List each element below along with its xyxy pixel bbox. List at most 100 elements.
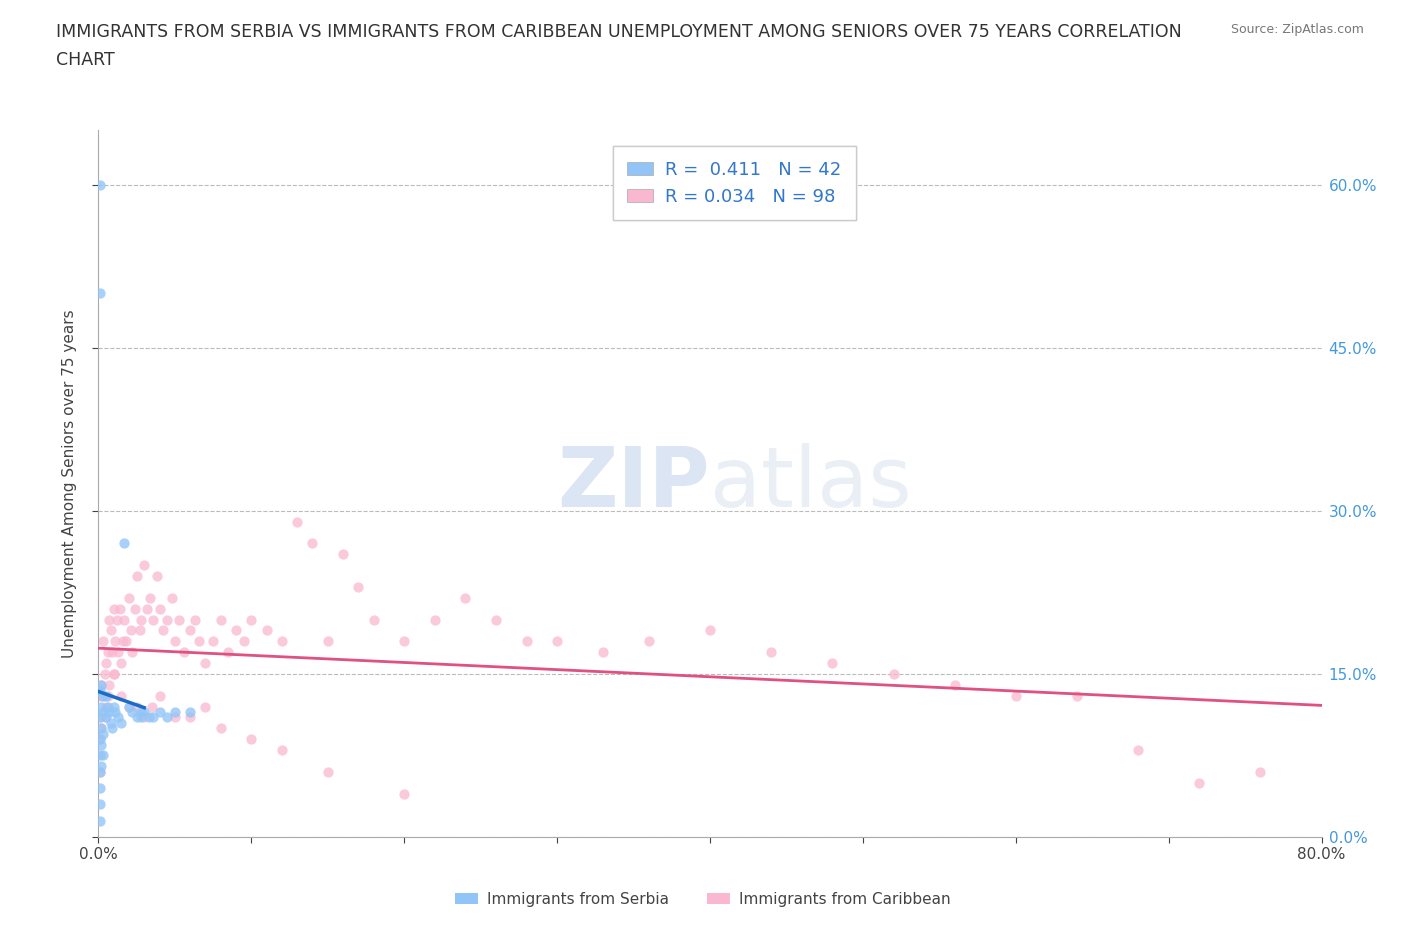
Point bbox=[100, 715, 122, 730]
Point bbox=[160, 591, 183, 605]
Text: ZIP: ZIP bbox=[558, 443, 710, 525]
Point bbox=[943, 677, 966, 692]
Point bbox=[134, 710, 156, 724]
Point bbox=[332, 547, 354, 562]
Point bbox=[179, 623, 201, 638]
Point bbox=[156, 710, 179, 724]
Point bbox=[107, 644, 129, 659]
Point bbox=[454, 591, 477, 605]
Point bbox=[270, 634, 292, 649]
Point bbox=[112, 536, 135, 551]
Point bbox=[1128, 742, 1150, 757]
Point bbox=[101, 721, 124, 736]
Point bbox=[89, 710, 111, 724]
Point bbox=[883, 667, 905, 682]
Point bbox=[94, 699, 117, 714]
Point bbox=[93, 667, 115, 682]
Point bbox=[256, 623, 278, 638]
Point bbox=[240, 612, 263, 627]
Point bbox=[89, 813, 111, 828]
Point bbox=[821, 656, 844, 671]
Point bbox=[209, 721, 232, 736]
Point bbox=[100, 623, 122, 638]
Point bbox=[120, 623, 142, 638]
Point bbox=[110, 688, 132, 703]
Point bbox=[89, 748, 111, 763]
Point bbox=[121, 705, 143, 720]
Point bbox=[188, 634, 211, 649]
Point bbox=[301, 536, 323, 551]
Point bbox=[316, 634, 339, 649]
Point bbox=[316, 764, 339, 779]
Point bbox=[1066, 688, 1088, 703]
Point bbox=[111, 634, 134, 649]
Point bbox=[285, 514, 308, 529]
Point bbox=[392, 634, 416, 649]
Point bbox=[546, 634, 568, 649]
Point bbox=[516, 634, 538, 649]
Point bbox=[699, 623, 721, 638]
Point bbox=[194, 699, 217, 714]
Point bbox=[392, 786, 416, 801]
Point bbox=[142, 612, 165, 627]
Point bbox=[103, 667, 125, 682]
Point bbox=[93, 710, 115, 724]
Point bbox=[759, 644, 782, 659]
Point bbox=[108, 601, 131, 616]
Point bbox=[94, 710, 117, 724]
Point bbox=[91, 688, 114, 703]
Point bbox=[194, 656, 217, 671]
Point bbox=[423, 612, 446, 627]
Point bbox=[90, 699, 112, 714]
Point bbox=[240, 732, 263, 747]
Point bbox=[89, 797, 111, 812]
Point bbox=[89, 710, 111, 724]
Point bbox=[101, 644, 124, 659]
Point bbox=[112, 612, 135, 627]
Point bbox=[110, 656, 132, 671]
Point bbox=[89, 177, 111, 192]
Point bbox=[129, 612, 152, 627]
Point bbox=[128, 623, 150, 638]
Point bbox=[89, 764, 111, 779]
Legend: R =  0.411   N = 42, R = 0.034   N = 98: R = 0.411 N = 42, R = 0.034 N = 98 bbox=[613, 146, 856, 220]
Text: CHART: CHART bbox=[56, 51, 115, 69]
Point bbox=[103, 699, 125, 714]
Point bbox=[184, 612, 207, 627]
Point bbox=[592, 644, 614, 659]
Point bbox=[90, 759, 112, 774]
Point bbox=[89, 780, 111, 795]
Point bbox=[115, 634, 138, 649]
Point bbox=[1188, 776, 1211, 790]
Point bbox=[89, 732, 111, 747]
Point bbox=[163, 634, 186, 649]
Point bbox=[125, 710, 148, 724]
Text: IMMIGRANTS FROM SERBIA VS IMMIGRANTS FROM CARIBBEAN UNEMPLOYMENT AMONG SENIORS O: IMMIGRANTS FROM SERBIA VS IMMIGRANTS FRO… bbox=[56, 23, 1182, 41]
Point bbox=[89, 688, 111, 703]
Point bbox=[90, 721, 112, 736]
Point bbox=[129, 705, 152, 720]
Point bbox=[91, 634, 114, 649]
Point bbox=[97, 699, 120, 714]
Point bbox=[209, 612, 232, 627]
Point bbox=[169, 612, 191, 627]
Point bbox=[94, 688, 117, 703]
Point bbox=[149, 688, 172, 703]
Point bbox=[163, 710, 186, 724]
Point bbox=[89, 286, 111, 300]
Point bbox=[129, 710, 152, 724]
Point bbox=[179, 710, 201, 724]
Point bbox=[90, 677, 112, 692]
Point bbox=[1004, 688, 1026, 703]
Text: Source: ZipAtlas.com: Source: ZipAtlas.com bbox=[1230, 23, 1364, 36]
Point bbox=[1249, 764, 1271, 779]
Point bbox=[121, 644, 143, 659]
Point bbox=[134, 558, 156, 573]
Point bbox=[134, 705, 156, 720]
Point bbox=[232, 634, 254, 649]
Point bbox=[152, 623, 174, 638]
Point bbox=[98, 612, 121, 627]
Point bbox=[118, 699, 141, 714]
Point bbox=[104, 634, 127, 649]
Point bbox=[110, 715, 132, 730]
